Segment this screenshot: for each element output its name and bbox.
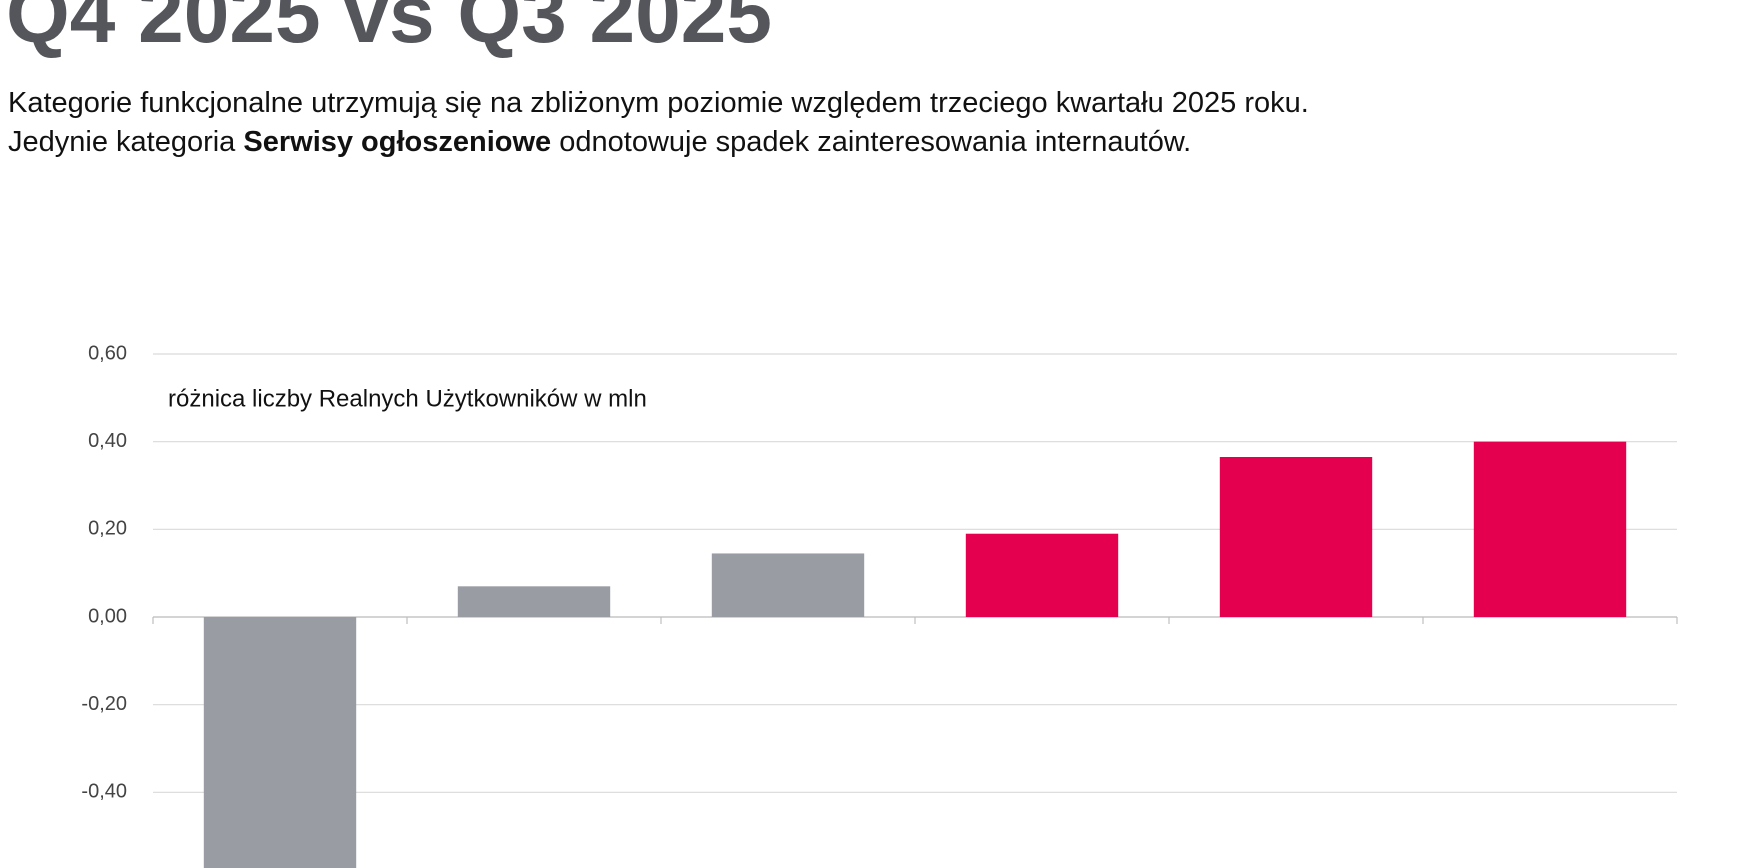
subtitle-text: Serwisy ogłoszeniowe <box>243 126 552 158</box>
bar <box>965 533 1119 617</box>
bar <box>203 617 357 868</box>
y-tick-label: -0,40 <box>81 781 127 803</box>
bar <box>1219 457 1373 617</box>
subtitle: Kategorie funkcjonalne utrzymują się na … <box>8 84 1309 162</box>
subtitle-line: Jedynie kategoria Serwisy ogłoszeniowe o… <box>8 123 1309 162</box>
y-tick-label: -0,20 <box>81 693 127 715</box>
chart-title: Q4 2025 vs Q3 2025 <box>6 0 772 60</box>
annotation: różnica liczby Realnych Użytkowników w m… <box>168 385 647 412</box>
y-tick-label: 0,20 <box>88 518 127 540</box>
y-tick-label: 0,40 <box>88 430 127 452</box>
subtitle-line: Kategorie funkcjonalne utrzymują się na … <box>8 84 1309 123</box>
bar <box>457 586 611 617</box>
subtitle-text: Jedynie kategoria <box>8 126 244 158</box>
y-tick-label: 0,00 <box>88 605 127 627</box>
subtitle-text: odnotowuje spadek zainteresowania intern… <box>551 126 1192 158</box>
subtitle-text: Kategorie funkcjonalne utrzymują się na … <box>8 87 1309 119</box>
y-tick-label: 0,60 <box>88 342 127 364</box>
bar <box>711 553 865 617</box>
bar <box>1473 441 1627 617</box>
